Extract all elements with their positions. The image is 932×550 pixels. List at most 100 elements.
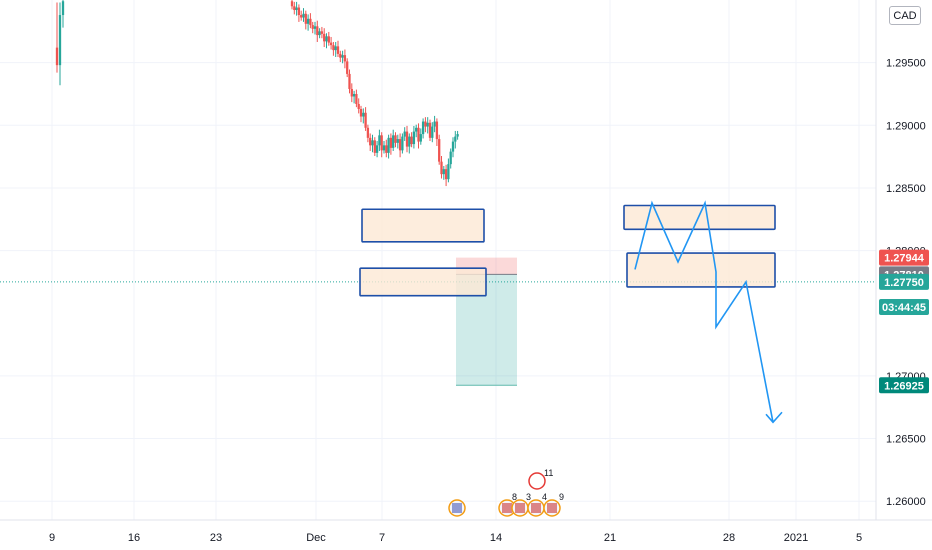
time-tick-label: 21	[604, 532, 616, 544]
candle-body	[318, 31, 321, 36]
time-tick-label: 16	[128, 532, 140, 544]
candle-body	[415, 127, 418, 132]
price-label-text: 1.27944	[884, 253, 925, 265]
candle-body	[375, 145, 379, 153]
time-tick-label: 2021	[784, 532, 808, 544]
candle-body	[336, 46, 340, 54]
candle-body	[380, 135, 383, 151]
event-count-label: 4	[542, 492, 547, 502]
candle-body	[396, 139, 399, 143]
price-label-text: 1.26925	[884, 380, 924, 392]
candle-body	[61, 1, 65, 16]
price-tick-label: 1.29000	[886, 120, 926, 132]
price-label-text: 1.27750	[884, 277, 924, 289]
candle-body	[451, 141, 455, 152]
candle-body	[369, 137, 372, 146]
event-flag-fill	[452, 503, 462, 513]
candle-body	[419, 134, 422, 142]
event-count-label: 8	[512, 492, 517, 502]
candle-body	[449, 151, 452, 165]
candle-body	[401, 136, 404, 151]
candles	[55, 0, 459, 187]
candle-body	[438, 139, 441, 162]
price-axis[interactable]: 1.295001.290001.285001.280001.270001.265…	[886, 58, 926, 509]
candle-body	[311, 25, 314, 29]
candle-body	[447, 164, 450, 180]
candle-body	[339, 53, 342, 58]
candle-body	[325, 36, 328, 42]
candle-body	[323, 33, 326, 42]
price-label-tag	[879, 249, 929, 266]
candle-body	[392, 135, 395, 148]
event-count-label: 11	[544, 468, 553, 478]
candle-body	[371, 140, 374, 146]
candle-body	[366, 127, 370, 138]
projection-arrowhead	[765, 411, 783, 424]
time-tick-label: 7	[379, 532, 385, 544]
candle-body	[454, 136, 457, 142]
candle-body	[295, 7, 298, 11]
time-tick-label: 23	[210, 532, 222, 544]
event-count-label: 3	[526, 492, 531, 502]
economic-events[interactable]: 11 8 3 4 9	[448, 468, 564, 517]
time-tick-label: 9	[49, 532, 55, 544]
candle-body	[398, 139, 402, 151]
price-label-tag	[879, 273, 929, 290]
zone-box	[361, 208, 485, 243]
candle-body	[424, 121, 427, 127]
zone-box	[359, 267, 487, 297]
candle-body	[343, 55, 347, 62]
candle-body	[444, 169, 448, 180]
candle-body	[403, 131, 406, 137]
candle-body	[412, 131, 416, 145]
price-label-text: 03:44:45	[882, 302, 926, 314]
candle-body	[357, 104, 360, 110]
candle-body	[55, 47, 59, 66]
supply-demand-zones[interactable]	[359, 204, 776, 297]
projection-path[interactable]	[634, 200, 774, 423]
candle-body	[309, 18, 312, 26]
price-tick-label: 1.26500	[886, 434, 926, 446]
candle-body	[382, 145, 386, 151]
price-tick-label: 1.28500	[886, 183, 926, 195]
candle-body	[442, 169, 445, 175]
price-label-tag	[879, 377, 929, 394]
candle-body	[304, 13, 307, 24]
candle-body	[385, 145, 388, 153]
candle-body	[405, 131, 409, 147]
price-label-tag	[879, 299, 929, 315]
candle-body	[290, 1, 294, 7]
event-flag-fill	[531, 503, 541, 513]
candle-body	[297, 7, 301, 16]
candle-body	[394, 135, 397, 143]
candle-body	[352, 93, 356, 97]
time-tick-label: Dec	[306, 532, 326, 544]
candle-body	[433, 121, 436, 127]
candle-body	[426, 122, 429, 127]
candle-body	[334, 46, 337, 51]
event-flag-fill	[547, 503, 557, 513]
event-flag-fill	[515, 503, 525, 513]
candle-body	[313, 26, 317, 29]
candle-body	[378, 135, 381, 146]
candle-body	[364, 112, 367, 128]
currency-badge[interactable]: CAD	[889, 6, 921, 25]
grid	[0, 0, 876, 520]
candle-body	[362, 112, 365, 117]
candle-body	[410, 136, 413, 145]
event-flag-fill	[502, 503, 512, 513]
time-axis[interactable]: 9 16 23 Dec 7 14 21 28 2021 5	[49, 532, 862, 544]
candle-body	[58, 15, 62, 66]
candle-body	[293, 6, 296, 11]
candle-body	[431, 126, 434, 138]
candle-body	[408, 136, 411, 147]
zone-box	[626, 252, 776, 288]
price-tick-label: 1.26000	[886, 496, 926, 508]
candle-body	[320, 31, 324, 34]
candle-body	[350, 88, 353, 97]
candle-body	[373, 140, 376, 153]
candle-body	[387, 137, 390, 153]
candle-body	[302, 13, 305, 18]
